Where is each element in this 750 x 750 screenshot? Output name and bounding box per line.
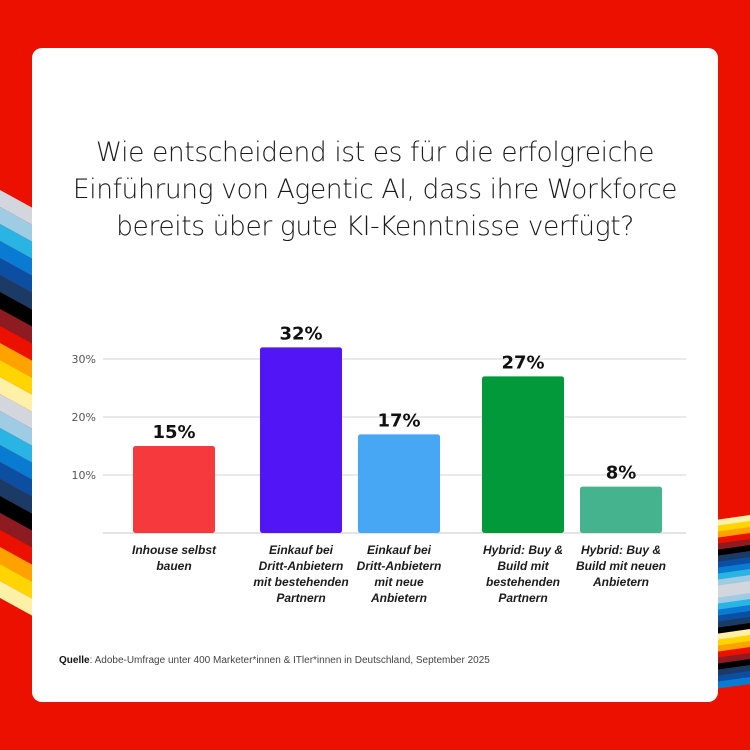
stripe [0, 258, 40, 297]
stripe [715, 521, 750, 533]
stripe [0, 394, 40, 433]
y-tick-label: 10% [72, 469, 96, 482]
stripe [715, 659, 750, 671]
stripe [715, 623, 750, 635]
stripe [715, 641, 750, 653]
stripe [715, 593, 750, 605]
stripe [0, 462, 40, 501]
source-label: Quelle [59, 655, 90, 666]
stripe [715, 629, 750, 641]
stripe [0, 411, 40, 450]
stripe [715, 665, 750, 677]
stripe [715, 557, 750, 569]
bar-value-label: 15% [152, 422, 195, 443]
stripe [0, 581, 40, 620]
stripe [715, 551, 750, 563]
stripe [715, 575, 750, 587]
bar-value-label: 8% [606, 463, 637, 484]
stripe [0, 530, 40, 569]
chart-title: Wie entscheidend ist es für die erfolgre… [72, 137, 678, 242]
stripe [715, 647, 750, 659]
stripe [0, 479, 40, 518]
stripe [0, 190, 40, 229]
stripe [715, 671, 750, 683]
stripe [0, 564, 40, 603]
stripe [715, 527, 750, 539]
bar [260, 347, 342, 533]
stripe [0, 377, 40, 416]
stripe [0, 360, 40, 399]
stripe [715, 539, 750, 551]
stripe [715, 569, 750, 581]
chart-card: Wie entscheidend ist es für die erfolgre… [32, 48, 718, 702]
stripe [715, 515, 750, 527]
stripe [0, 513, 40, 552]
stripe [0, 224, 40, 263]
x-category-label: Einkauf bei Dritt-Anbietern mit neue Anb… [356, 543, 442, 605]
y-tick-label: 20% [72, 411, 96, 424]
bar [580, 486, 662, 533]
bar [482, 376, 564, 533]
bar [358, 434, 440, 533]
stripe [715, 677, 750, 689]
source-text: : Adobe-Umfrage unter 400 Marketer*innen… [89, 655, 490, 666]
source-note: Quelle: Adobe-Umfrage unter 400 Marketer… [59, 655, 490, 666]
stripe [715, 605, 750, 617]
x-category-label: Einkauf bei Dritt-Anbietern mit bestehen… [253, 543, 349, 605]
x-category-label: Inhouse selbst bauen [131, 543, 217, 573]
stripe [715, 611, 750, 623]
stripe [715, 581, 750, 593]
stripe [0, 309, 40, 348]
stripe [715, 653, 750, 665]
stripe [0, 326, 40, 365]
y-tick-label: 30% [72, 353, 96, 366]
stripe [0, 547, 40, 586]
bar-value-label: 32% [279, 323, 322, 344]
stripe [0, 275, 40, 314]
stripe [0, 343, 40, 382]
stripe [0, 445, 40, 484]
bar-chart: 10% 20% 30% 15% 32% 17% 27% 8% [72, 323, 686, 534]
bar-value-label: 17% [377, 410, 420, 431]
x-category-label: Hybrid: Buy & Build mit bestehenden Part… [482, 543, 563, 605]
bar [133, 446, 215, 533]
stripe [715, 533, 750, 545]
stripe [0, 241, 40, 280]
bar-value-label: 27% [501, 352, 544, 373]
stripe [715, 617, 750, 629]
stripe [715, 563, 750, 575]
stripe [715, 599, 750, 611]
stripe [715, 635, 750, 647]
stripe [0, 428, 40, 467]
stripe [715, 587, 750, 599]
stripe [715, 545, 750, 557]
stripe [0, 496, 40, 535]
x-category-label: Hybrid: Buy & Build mit neuen Anbietern [576, 543, 666, 589]
stripe [0, 207, 40, 246]
stripe [0, 292, 40, 331]
